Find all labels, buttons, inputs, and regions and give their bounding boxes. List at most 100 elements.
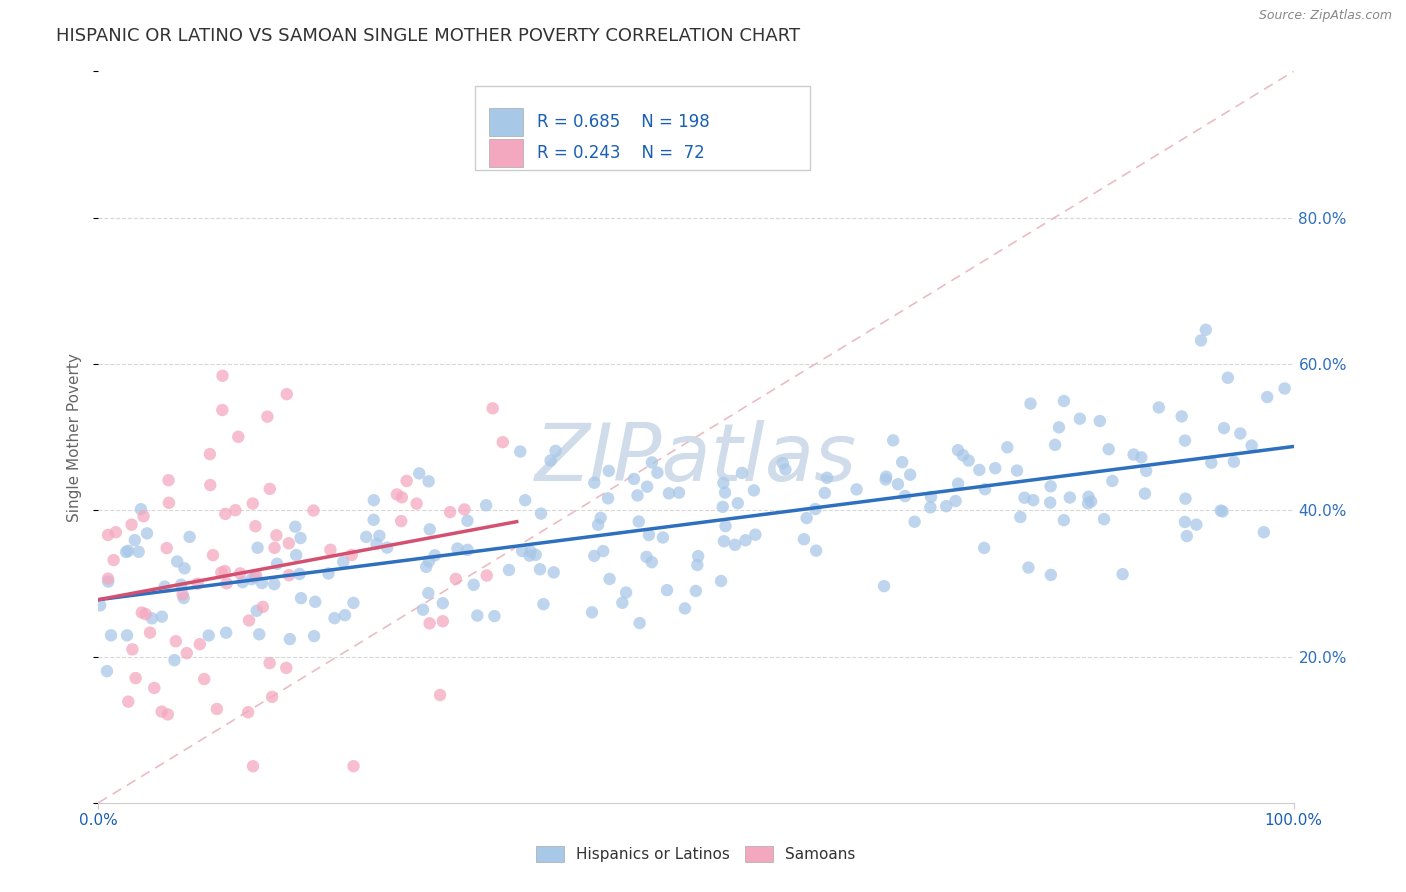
Text: Source: ZipAtlas.com: Source: ZipAtlas.com: [1258, 9, 1392, 22]
Point: [304, 595, 326, 609]
Point: [333, 608, 356, 623]
Point: [636, 480, 658, 494]
Point: [519, 544, 541, 558]
Point: [957, 453, 980, 467]
Point: [1253, 525, 1275, 540]
Point: [1039, 479, 1062, 493]
Point: [150, 609, 173, 624]
Point: [418, 554, 440, 568]
Point: [103, 553, 125, 567]
Point: [713, 534, 735, 549]
Point: [363, 513, 385, 527]
Point: [946, 476, 969, 491]
Point: [117, 695, 139, 709]
Point: [1174, 434, 1197, 448]
Point: [332, 555, 354, 569]
Point: [97, 528, 120, 542]
Point: [524, 548, 547, 562]
Point: [583, 475, 606, 490]
Point: [157, 473, 180, 487]
Point: [302, 503, 325, 517]
Point: [1010, 510, 1032, 524]
Point: [475, 498, 498, 512]
Point: [385, 487, 408, 501]
Point: [1122, 448, 1144, 462]
Point: [995, 440, 1018, 454]
Point: [179, 530, 201, 544]
Point: [139, 625, 162, 640]
Point: [1147, 401, 1170, 415]
Point: [242, 496, 264, 510]
Point: [1098, 442, 1121, 457]
Point: [318, 566, 340, 581]
Point: [419, 522, 441, 536]
Point: [128, 545, 150, 559]
Point: [89, 599, 111, 613]
Point: [586, 517, 609, 532]
Point: [193, 672, 215, 686]
Point: [456, 514, 478, 528]
Point: [418, 586, 440, 600]
Point: [686, 558, 709, 572]
Point: [1256, 390, 1278, 404]
Point: [1174, 491, 1197, 506]
Point: [419, 616, 441, 631]
Text: R = 0.243    N =  72: R = 0.243 N = 72: [537, 145, 704, 162]
Point: [245, 568, 267, 582]
Point: [100, 628, 122, 642]
Point: [423, 549, 446, 563]
Point: [247, 627, 270, 641]
Point: [290, 591, 312, 606]
Point: [796, 511, 818, 525]
Point: [278, 632, 301, 646]
Point: [1195, 323, 1218, 337]
Point: [875, 473, 897, 487]
Point: [727, 496, 749, 510]
Point: [1059, 491, 1081, 505]
Point: [481, 401, 503, 416]
Point: [1069, 411, 1091, 425]
Point: [276, 387, 298, 401]
Point: [354, 530, 377, 544]
Point: [1101, 474, 1123, 488]
Point: [612, 596, 634, 610]
Point: [1053, 513, 1076, 527]
Point: [984, 461, 1007, 475]
Point: [1014, 491, 1036, 505]
Point: [391, 491, 413, 505]
Point: [1005, 464, 1028, 478]
Point: [724, 538, 747, 552]
Point: [465, 608, 488, 623]
Point: [197, 628, 219, 642]
Point: [242, 759, 264, 773]
Point: [259, 656, 281, 670]
Point: [214, 507, 236, 521]
Point: [626, 488, 648, 502]
Point: [432, 614, 454, 628]
Point: [775, 462, 797, 476]
Point: [598, 464, 620, 478]
Point: [583, 549, 606, 563]
Point: [1229, 426, 1251, 441]
Point: [581, 605, 603, 619]
Point: [969, 463, 991, 477]
Point: [240, 572, 263, 586]
Point: [263, 577, 285, 591]
Point: [641, 555, 664, 569]
Point: [638, 528, 661, 542]
Point: [323, 611, 346, 625]
Point: [544, 443, 567, 458]
Point: [263, 541, 285, 555]
Point: [742, 483, 765, 498]
Point: [163, 653, 186, 667]
Point: [104, 525, 127, 540]
Point: [1223, 455, 1246, 469]
Point: [366, 537, 388, 551]
Point: [129, 502, 152, 516]
Point: [596, 491, 619, 506]
Point: [1019, 396, 1042, 410]
Point: [156, 541, 179, 555]
Point: [492, 435, 515, 450]
Point: [974, 482, 997, 496]
Point: [530, 507, 553, 521]
